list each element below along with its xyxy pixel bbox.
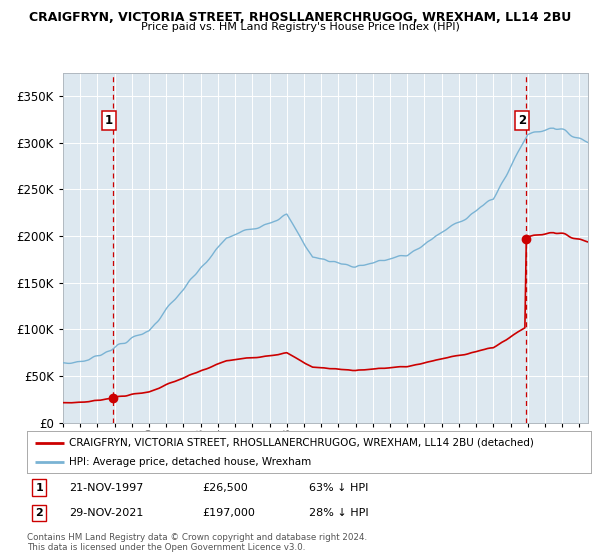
Text: 21-NOV-1997: 21-NOV-1997 <box>70 483 143 493</box>
Text: 2: 2 <box>518 114 526 127</box>
Text: £197,000: £197,000 <box>202 508 255 518</box>
Text: 29-NOV-2021: 29-NOV-2021 <box>70 508 143 518</box>
Text: Contains HM Land Registry data © Crown copyright and database right 2024.: Contains HM Land Registry data © Crown c… <box>27 533 367 542</box>
Text: 28% ↓ HPI: 28% ↓ HPI <box>309 508 368 518</box>
Text: This data is licensed under the Open Government Licence v3.0.: This data is licensed under the Open Gov… <box>27 543 305 552</box>
Text: 63% ↓ HPI: 63% ↓ HPI <box>309 483 368 493</box>
Text: £26,500: £26,500 <box>202 483 248 493</box>
Text: 2: 2 <box>35 508 43 518</box>
Text: 1: 1 <box>35 483 43 493</box>
Text: CRAIGFRYN, VICTORIA STREET, RHOSLLANERCHRUGOG, WREXHAM, LL14 2BU: CRAIGFRYN, VICTORIA STREET, RHOSLLANERCH… <box>29 11 571 24</box>
Text: HPI: Average price, detached house, Wrexham: HPI: Average price, detached house, Wrex… <box>70 457 311 467</box>
Text: 1: 1 <box>104 114 113 127</box>
Text: CRAIGFRYN, VICTORIA STREET, RHOSLLANERCHRUGOG, WREXHAM, LL14 2BU (detached): CRAIGFRYN, VICTORIA STREET, RHOSLLANERCH… <box>70 437 534 447</box>
Text: Price paid vs. HM Land Registry's House Price Index (HPI): Price paid vs. HM Land Registry's House … <box>140 22 460 32</box>
